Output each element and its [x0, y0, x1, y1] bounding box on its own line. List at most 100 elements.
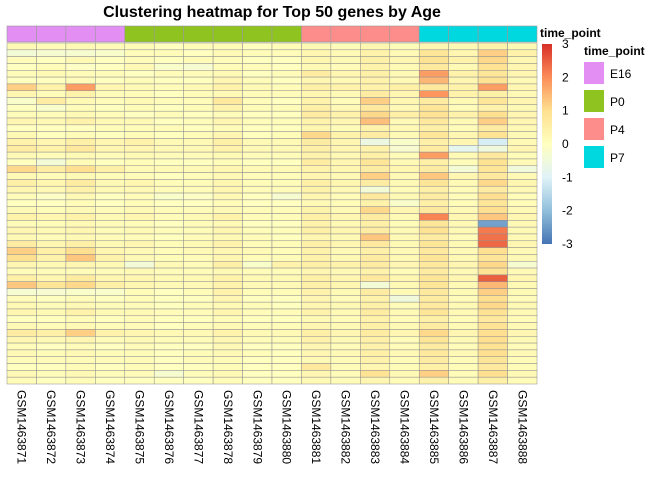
heatmap-cell: [389, 260, 420, 269]
heatmap-cell: [301, 363, 332, 371]
heatmap-cell: [36, 315, 67, 323]
heatmap-cell: [65, 322, 96, 330]
color-scale-tick-label: -3: [562, 237, 573, 251]
color-scale-tick-label: -2: [562, 204, 573, 218]
heatmap-cell: [153, 110, 184, 119]
heatmap-cell: [301, 49, 332, 57]
heatmap-cell: [95, 110, 126, 119]
heatmap-cell: [36, 376, 67, 385]
heatmap-cell: [507, 117, 538, 126]
heatmap-cell: [477, 151, 508, 160]
heatmap-cell: [183, 281, 214, 289]
heatmap-cell: [242, 329, 273, 337]
heatmap-cell: [477, 267, 508, 276]
heatmap-cell: [448, 220, 479, 228]
heatmap-cell: [36, 301, 67, 310]
heatmap-cell: [242, 240, 273, 248]
heatmap-cell: [389, 322, 420, 330]
heatmap-cell: [330, 267, 361, 276]
heatmap-cell: [36, 76, 67, 85]
heatmap-cell: [507, 240, 538, 248]
heatmap-cell: [212, 158, 243, 167]
color-scale-bar: [542, 44, 552, 244]
heatmap-cell: [418, 315, 449, 323]
heatmap-cell: [212, 63, 243, 71]
heatmap-cell: [360, 158, 391, 167]
heatmap-cell: [271, 336, 302, 344]
heatmap-cell: [153, 145, 184, 153]
heatmap-cell: [6, 42, 37, 51]
heatmap-cell: [65, 349, 96, 357]
heatmap-cell: [507, 322, 538, 330]
heatmap-cell: [448, 226, 479, 235]
heatmap-cell: [36, 226, 67, 235]
heatmap-cell: [153, 158, 184, 167]
heatmap-cell: [65, 240, 96, 248]
heatmap-cell: [65, 56, 96, 64]
heatmap-cell: [271, 356, 302, 364]
heatmap-cell: [389, 83, 420, 91]
heatmap-cell: [212, 110, 243, 119]
heatmap-cell: [36, 233, 67, 242]
heatmap-cell: [301, 295, 332, 303]
heatmap-cell: [124, 342, 155, 351]
heatmap-cell: [507, 308, 538, 317]
heatmap-cell: [124, 179, 155, 187]
heatmap-cell: [242, 179, 273, 187]
heatmap-cell: [95, 295, 126, 303]
heatmap-cell: [389, 192, 420, 201]
heatmap-cell: [271, 376, 302, 385]
heatmap-cell: [95, 117, 126, 126]
heatmap-cell: [448, 185, 479, 194]
heatmap-cell: [448, 233, 479, 242]
heatmap-cell: [418, 83, 449, 91]
heatmap-cell: [418, 254, 449, 262]
heatmap-cell: [6, 158, 37, 167]
heatmap-cell: [242, 145, 273, 153]
annotation-cell-GSM1463881: [301, 25, 332, 43]
heatmap-cell: [477, 165, 508, 173]
heatmap-cell: [6, 308, 37, 317]
heatmap-cell: [418, 151, 449, 160]
heatmap-cell: [242, 56, 273, 64]
heatmap-cell: [95, 233, 126, 242]
heatmap-cell: [448, 56, 479, 64]
heatmap-cell: [36, 192, 67, 201]
heatmap-cell: [183, 254, 214, 262]
heatmap-cell: [389, 342, 420, 351]
heatmap-cell: [271, 233, 302, 242]
heatmap-cell: [183, 158, 214, 167]
heatmap-cell: [301, 356, 332, 364]
heatmap-cell: [95, 349, 126, 357]
heatmap-cell: [183, 363, 214, 371]
heatmap-cell: [65, 90, 96, 98]
heatmap-cell: [36, 247, 67, 255]
heatmap-cell: [360, 83, 391, 91]
heatmap-cell: [360, 281, 391, 289]
heatmap-cell: [242, 370, 273, 378]
heatmap-cell: [242, 356, 273, 364]
heatmap-cell: [271, 240, 302, 248]
heatmap-cell: [95, 76, 126, 85]
heatmap-cell: [330, 56, 361, 64]
heatmap-cell: [418, 97, 449, 105]
heatmap-cell: [6, 83, 37, 91]
heatmap-cell: [389, 267, 420, 276]
heatmap-cell: [65, 295, 96, 303]
heatmap-cell: [448, 206, 479, 214]
heatmap-cell: [477, 76, 508, 85]
heatmap-cell: [360, 104, 391, 112]
heatmap-cell: [183, 49, 214, 57]
heatmap-cell: [418, 56, 449, 64]
heatmap-cell: [183, 192, 214, 201]
heatmap-cell: [301, 274, 332, 282]
heatmap-cell: [360, 49, 391, 57]
heatmap-cell: [95, 301, 126, 310]
heatmap-cell: [153, 370, 184, 378]
heatmap-cell: [271, 349, 302, 357]
heatmap-cell: [36, 254, 67, 262]
heatmap-cell: [360, 267, 391, 276]
heatmap-cell: [448, 42, 479, 51]
heatmap-cell: [418, 76, 449, 85]
